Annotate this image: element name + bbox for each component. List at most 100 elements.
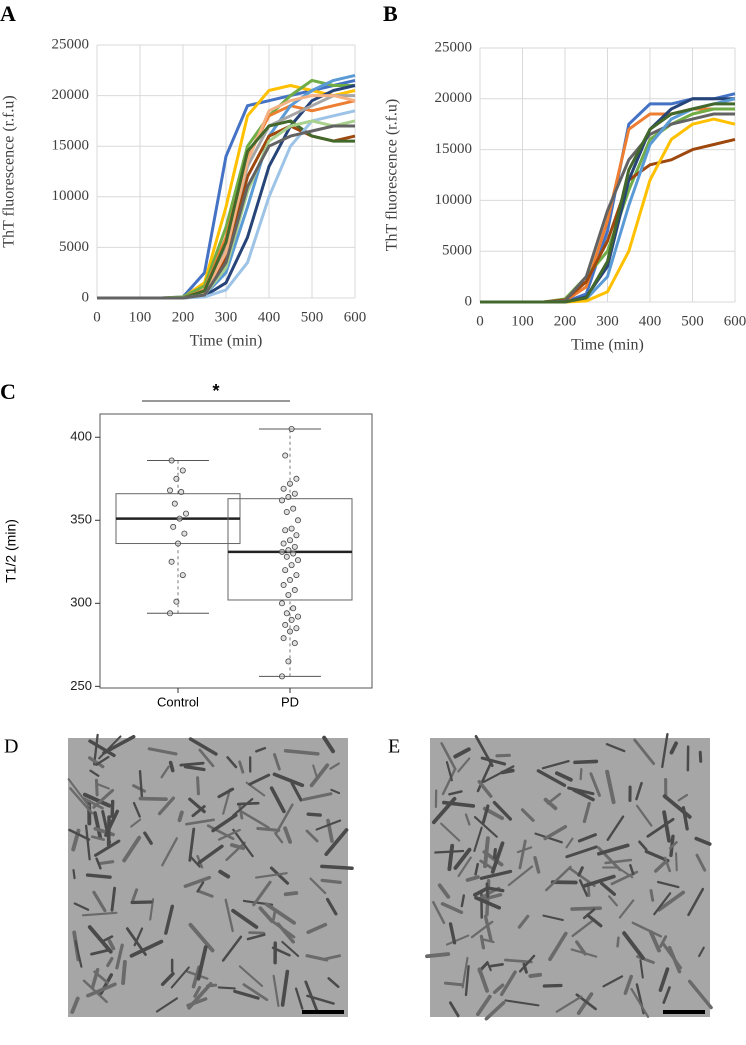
fibril	[238, 965, 264, 987]
fibril	[188, 922, 215, 953]
fibril	[484, 1000, 506, 1021]
fibril	[132, 801, 141, 818]
data-point	[290, 605, 297, 612]
fibril	[324, 954, 342, 961]
fibril	[95, 782, 110, 790]
fibril	[280, 969, 290, 1007]
x-tick-label: 300	[215, 309, 238, 325]
fibril	[221, 935, 243, 962]
x-tick-label: 0	[93, 309, 101, 325]
fibril	[503, 958, 533, 964]
fibril	[486, 960, 492, 972]
data-point	[282, 567, 289, 574]
fibril	[252, 880, 272, 907]
fibril	[536, 769, 567, 787]
fibril	[687, 979, 713, 1010]
fibril	[188, 827, 196, 862]
fibril	[657, 890, 686, 912]
data-point	[285, 658, 292, 665]
data-point	[291, 640, 298, 647]
fibril	[623, 974, 634, 995]
fibril	[107, 939, 116, 951]
y-tick-label: 10000	[435, 192, 473, 208]
fibril	[248, 931, 266, 935]
x-tick-label: 300	[596, 313, 619, 329]
fibril	[698, 946, 705, 958]
fibril	[157, 796, 176, 816]
data-point	[286, 577, 293, 584]
fibril	[477, 967, 490, 993]
fibril	[675, 852, 678, 872]
fibril	[294, 987, 304, 1010]
fibril	[542, 914, 564, 922]
data-point	[282, 621, 289, 628]
fibril	[695, 853, 707, 872]
fibril	[492, 983, 505, 995]
fibril	[479, 869, 513, 880]
data-point	[283, 553, 290, 560]
fibril	[67, 778, 91, 808]
fibril	[570, 906, 602, 911]
fibril	[330, 788, 341, 795]
fibril	[571, 918, 596, 938]
data-point	[179, 467, 186, 474]
fibril	[131, 784, 147, 793]
fibril	[98, 860, 115, 866]
fibril	[596, 843, 630, 856]
fibril	[256, 826, 281, 832]
panel-label: B	[383, 1, 398, 26]
fibril	[572, 788, 595, 802]
fibril	[217, 986, 236, 990]
fibril	[694, 836, 712, 846]
fibril	[196, 776, 200, 796]
data-point	[285, 494, 292, 501]
fibril	[121, 959, 127, 986]
fibril	[541, 759, 570, 770]
fibril	[440, 822, 461, 842]
data-point	[282, 452, 289, 459]
fibril	[185, 818, 215, 826]
fibril	[698, 750, 703, 763]
x-tick-label: PD	[281, 694, 299, 709]
fibril	[565, 845, 598, 859]
y-tick-label: 350	[70, 512, 92, 527]
scale-bar	[663, 1010, 705, 1014]
data-point	[168, 457, 175, 464]
fibril	[196, 945, 208, 981]
data-point	[291, 543, 298, 550]
fibril	[69, 787, 94, 815]
fibril	[605, 769, 616, 805]
fibril	[457, 856, 472, 878]
fibril	[658, 967, 670, 992]
fibril	[629, 864, 635, 876]
fibril	[608, 895, 618, 907]
fibril	[329, 762, 340, 770]
fibril	[306, 922, 328, 935]
fibril	[270, 919, 296, 939]
fibril	[567, 786, 595, 796]
plot-frame	[99, 413, 373, 689]
fibril	[661, 942, 683, 970]
fibril	[480, 756, 507, 766]
fibril	[322, 735, 336, 754]
fibril	[582, 908, 596, 920]
fibril	[130, 818, 142, 828]
fibril	[479, 934, 486, 950]
fibril	[104, 809, 120, 837]
fibril	[81, 911, 118, 917]
fibril	[95, 857, 102, 870]
fibril	[281, 940, 300, 958]
fibril	[605, 743, 626, 753]
fibril	[464, 813, 471, 826]
data-point	[291, 490, 298, 497]
data-point	[280, 485, 287, 492]
fibril	[445, 934, 470, 946]
fibril	[622, 931, 645, 960]
fibril	[160, 972, 175, 987]
fibril	[188, 854, 201, 868]
fibril	[604, 858, 633, 865]
fibril	[94, 778, 99, 797]
fibril	[177, 810, 184, 823]
fibril	[193, 985, 202, 998]
